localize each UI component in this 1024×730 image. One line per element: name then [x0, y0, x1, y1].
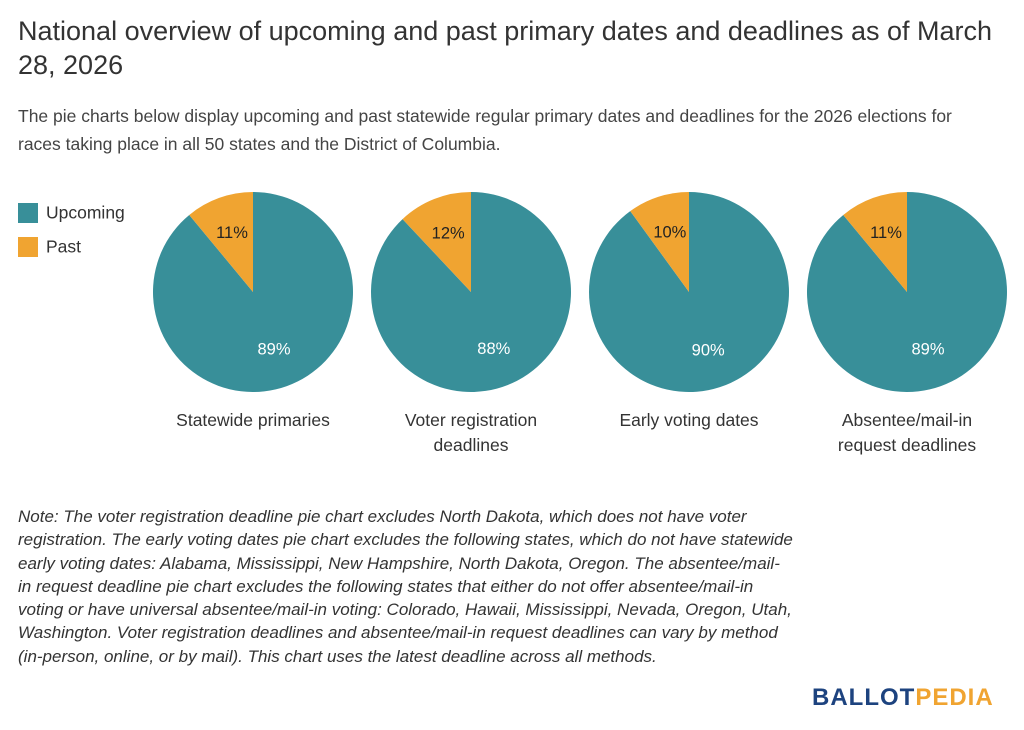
value-label: 11% — [870, 224, 902, 242]
value-label: 10% — [653, 223, 686, 241]
legend-label: Upcoming — [46, 203, 125, 223]
value-label: 11% — [216, 224, 248, 242]
pie-caption: Voter registration deadlines — [404, 410, 538, 455]
pie-caption: Statewide primaries — [176, 410, 330, 430]
legend-swatch — [18, 203, 38, 223]
pie-slice — [371, 192, 571, 392]
pie-caption: Absentee/mail-in request deadlines — [837, 410, 977, 455]
pie-caption: Early voting dates — [619, 410, 759, 430]
legend-label: Past — [46, 237, 81, 257]
value-label: 90% — [692, 341, 725, 359]
subtitle: The pie charts below display upcoming an… — [18, 106, 952, 154]
pie-slice — [189, 192, 253, 292]
value-label: 12% — [432, 225, 465, 243]
logo-part: PEDIA — [915, 684, 994, 711]
value-label: 89% — [911, 341, 944, 359]
note: Note: The voter registration deadline pi… — [18, 507, 793, 666]
pie-slice — [630, 192, 689, 292]
logo: BALLOTPEDIA — [812, 684, 994, 712]
value-label: 88% — [477, 340, 510, 358]
pie-slice — [402, 192, 471, 292]
pie-slice — [843, 192, 907, 292]
value-label: 89% — [257, 341, 290, 359]
logo-part: BALLOT — [812, 684, 916, 711]
legend-swatch — [18, 237, 38, 257]
title: National overview of upcoming and past p… — [18, 16, 993, 80]
